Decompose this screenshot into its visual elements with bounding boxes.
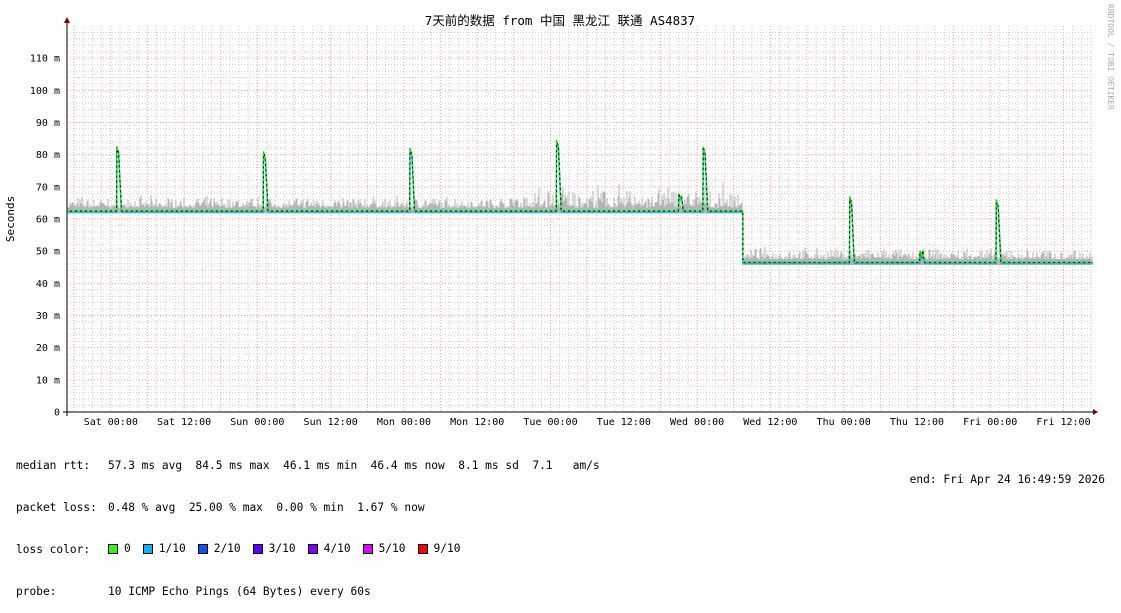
loss-color-item: 0 [108,542,131,556]
loss-color-label: 3/10 [268,542,296,555]
x-tick-label: Tue 12:00 [597,417,651,428]
y-tick-label: 80 m [36,150,60,161]
y-tick-label: 70 m [36,182,60,193]
x-tick-label: Sat 12:00 [157,417,211,428]
grid [67,26,1093,412]
end-time: end: Fri Apr 24 16:49:59 2026 [909,473,1105,486]
legend-value: 57.3 ms avg 84.5 ms max 46.1 ms min 46.4… [108,459,600,472]
loss-color-item: 9/10 [417,542,461,556]
loss-color-label: 2/10 [213,542,241,555]
x-tick-label: Fri 00:00 [963,417,1017,428]
y-tick-label: 90 m [36,118,60,129]
y-tick-label: 100 m [30,86,60,97]
loss-color-label: 1/10 [158,542,186,555]
y-tick-label: 20 m [36,343,60,354]
x-tick-label: Tue 00:00 [523,417,577,428]
color-swatch [108,544,118,554]
loss-color-label: 9/10 [433,542,461,555]
latency-chart: 0 10 m 20 m 30 m 40 m 50 m 60 m 70 m 80 m 90 m 100… [4,4,1115,428]
color-swatch [142,544,153,554]
legend-label: median rtt: [16,459,91,472]
legend-label: loss color: [16,543,91,556]
chart-title: 7天前的数据 from 中国 黑龙江 联通 AS4837 [425,13,695,28]
x-tick-label: Wed 12:00 [743,417,797,428]
y-tick-label: 50 m [36,247,60,258]
y-tick-label: 60 m [36,215,60,226]
axes: 0 10 m 20 m 30 m 40 m 50 m 60 m 70 m 80 m 90 m 100… [30,17,1098,428]
x-axis-arrow-icon [1093,409,1098,415]
color-swatch [362,544,373,554]
x-tick-label: Thu 12:00 [890,417,944,428]
legend-value: 10 ICMP Echo Pings (64 Bytes) every 60s [108,585,371,598]
median-loss-0 [67,140,1093,263]
legend-probe: probe: 10 ICMP Echo Pings (64 Bytes) ever… [16,585,600,599]
color-swatch [252,544,263,554]
x-tick-label: Thu 00:00 [817,417,871,428]
watermark: RRDTOOL / TOBI OETIKER [1106,4,1115,110]
legend-label: probe: [16,585,57,598]
loss-color-label: 5/10 [378,542,406,555]
y-tick-label: 0 [54,408,60,419]
y-tick-label: 40 m [36,279,60,290]
y-tick-label: 10 m [36,375,60,386]
legend: median rtt: 57.3 ms avg 84.5 ms max 46.1 … [16,431,600,613]
legend-label: packet loss: [16,501,97,514]
x-tick-label: Mon 12:00 [450,417,504,428]
smoke-band [67,182,1093,265]
color-swatch [197,544,208,554]
x-tick-label: Wed 00:00 [670,417,724,428]
y-tick-label: 110 m [30,54,60,65]
loss-color-label: 4/10 [323,542,351,555]
x-tick-label: Fri 12:00 [1036,417,1090,428]
y-axis-arrow-icon [64,17,70,23]
loss-color-label: 0 [124,542,131,555]
color-swatch [307,544,318,554]
color-swatch [417,544,428,554]
legend-loss-color: loss color: 0 1/10 2/10 3/10 4/10 5/10 9/10 [16,542,600,557]
loss-color-item: 3/10 [252,542,296,556]
loss-color-item: 1/10 [142,542,186,556]
legend-value: 0.48 % avg 25.00 % max 0.00 % min 1.67 %… [108,501,425,514]
legend-packet-loss: packet loss: 0.48 % avg 25.00 % max 0.00 … [16,501,600,515]
x-tick-label: Mon 00:00 [377,417,431,428]
loss-color-item: 2/10 [197,542,241,556]
x-tick-label: Sun 12:00 [304,417,358,428]
loss-color-item: 5/10 [362,542,406,556]
loss-color-item: 4/10 [307,542,351,556]
legend-median-rtt: median rtt: 57.3 ms avg 84.5 ms max 46.1 … [16,459,600,473]
x-tick-label: Sun 00:00 [230,417,284,428]
x-tick-label: Sat 00:00 [84,417,138,428]
y-tick-label: 30 m [36,311,60,322]
y-axis-label: Seconds [4,196,17,242]
median-line [67,140,1093,265]
